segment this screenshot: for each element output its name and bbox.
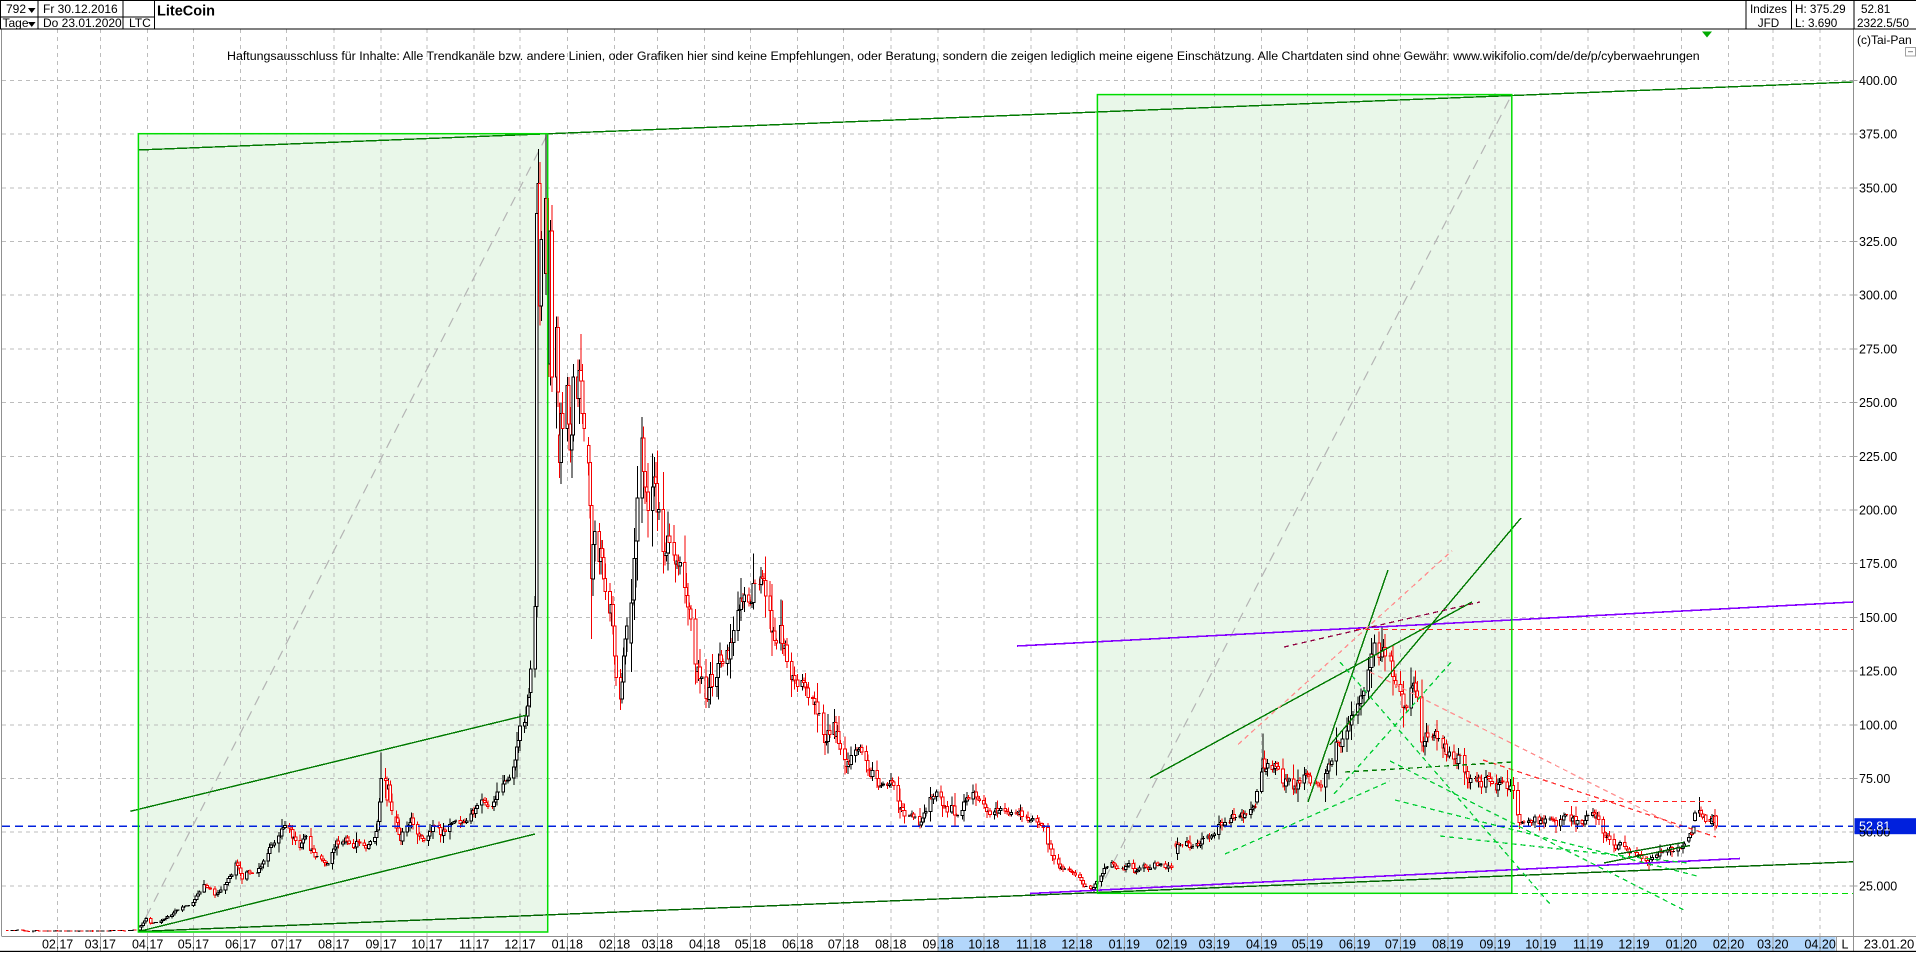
svg-text:11.18: 11.18 [1016, 938, 1046, 952]
svg-text:L: L [1842, 938, 1849, 952]
svg-text:01.19: 01.19 [1109, 938, 1140, 952]
svg-text:11.19: 11.19 [1573, 938, 1603, 952]
svg-text:09.17: 09.17 [365, 938, 396, 952]
svg-text:05.17: 05.17 [178, 938, 209, 952]
svg-text:225.00: 225.00 [1859, 450, 1897, 464]
svg-text:Haftungsausschluss für Inhalte: Haftungsausschluss für Inhalte: Alle Tre… [227, 49, 1700, 63]
svg-text:350.00: 350.00 [1859, 181, 1897, 195]
svg-text:07.19: 07.19 [1385, 938, 1416, 952]
svg-text:100.00: 100.00 [1859, 718, 1897, 732]
svg-text:52.81: 52.81 [1859, 820, 1890, 834]
svg-text:400.00: 400.00 [1859, 74, 1897, 88]
svg-text:JFD: JFD [1758, 17, 1779, 30]
svg-text:275.00: 275.00 [1859, 342, 1897, 356]
svg-text:175.00: 175.00 [1859, 557, 1897, 571]
svg-text:05.19: 05.19 [1292, 938, 1323, 952]
svg-text:LiteCoin: LiteCoin [157, 4, 215, 20]
svg-text:H: 375.29: H: 375.29 [1795, 3, 1846, 16]
svg-text:23.01.20: 23.01.20 [1864, 937, 1915, 952]
svg-text:01.18: 01.18 [552, 938, 583, 952]
svg-text:10.17: 10.17 [411, 938, 442, 952]
svg-text:07.18: 07.18 [828, 938, 859, 952]
svg-text:06.17: 06.17 [225, 938, 256, 952]
svg-text:LTC: LTC [129, 16, 151, 30]
svg-text:375.00: 375.00 [1859, 128, 1897, 142]
svg-text:12.17: 12.17 [504, 938, 535, 952]
svg-text:08.18: 08.18 [875, 938, 906, 952]
svg-text:Tage: Tage [3, 16, 29, 30]
svg-text:05.18: 05.18 [735, 938, 766, 952]
svg-text:75.00: 75.00 [1859, 772, 1890, 786]
svg-text:10.19: 10.19 [1525, 938, 1556, 952]
svg-text:06.19: 06.19 [1339, 938, 1370, 952]
svg-text:300.00: 300.00 [1859, 289, 1897, 303]
svg-text:Indizes: Indizes [1750, 3, 1787, 16]
svg-text:04.18: 04.18 [689, 938, 720, 952]
svg-text:52.81: 52.81 [1861, 3, 1890, 16]
svg-text:150.00: 150.00 [1859, 611, 1897, 625]
svg-text:250.00: 250.00 [1859, 396, 1897, 410]
svg-text:04.20: 04.20 [1804, 938, 1835, 952]
svg-text:200.00: 200.00 [1859, 504, 1897, 518]
svg-text:25.000: 25.000 [1859, 879, 1897, 893]
svg-text:Fr 30.12.2016: Fr 30.12.2016 [43, 2, 118, 16]
svg-text:12.19: 12.19 [1618, 938, 1649, 952]
svg-text:02.17: 02.17 [42, 938, 73, 952]
svg-text:325.00: 325.00 [1859, 235, 1897, 249]
svg-text:04.19: 04.19 [1246, 938, 1277, 952]
svg-text:07.17: 07.17 [271, 938, 302, 952]
svg-text:06.18: 06.18 [782, 938, 813, 952]
svg-text:02.20: 02.20 [1713, 938, 1744, 952]
svg-text:03.20: 03.20 [1757, 938, 1788, 952]
svg-text:02.18: 02.18 [599, 938, 630, 952]
svg-text:10.18: 10.18 [968, 938, 999, 952]
svg-text:02.19: 02.19 [1156, 938, 1187, 952]
svg-text:03.19: 03.19 [1199, 938, 1230, 952]
svg-text:(c)Tai-Pan: (c)Tai-Pan [1857, 33, 1912, 47]
svg-text:03.18: 03.18 [642, 938, 673, 952]
svg-text:125.00: 125.00 [1859, 665, 1897, 679]
svg-text:09.19: 09.19 [1479, 938, 1510, 952]
svg-text:792: 792 [6, 2, 26, 16]
svg-text:L: 3.690: L: 3.690 [1795, 17, 1838, 30]
svg-text:08.19: 08.19 [1432, 938, 1463, 952]
svg-text:04.17: 04.17 [132, 938, 163, 952]
svg-text:2322.5/50: 2322.5/50 [1857, 17, 1909, 30]
svg-text:09.18: 09.18 [922, 938, 953, 952]
svg-text:11.17: 11.17 [459, 938, 489, 952]
svg-text:01.20: 01.20 [1666, 938, 1697, 952]
svg-text:08.17: 08.17 [318, 938, 349, 952]
svg-text:12.18: 12.18 [1061, 938, 1092, 952]
svg-text:03.17: 03.17 [85, 938, 116, 952]
svg-text:Do 23.01.2020: Do 23.01.2020 [43, 16, 122, 30]
